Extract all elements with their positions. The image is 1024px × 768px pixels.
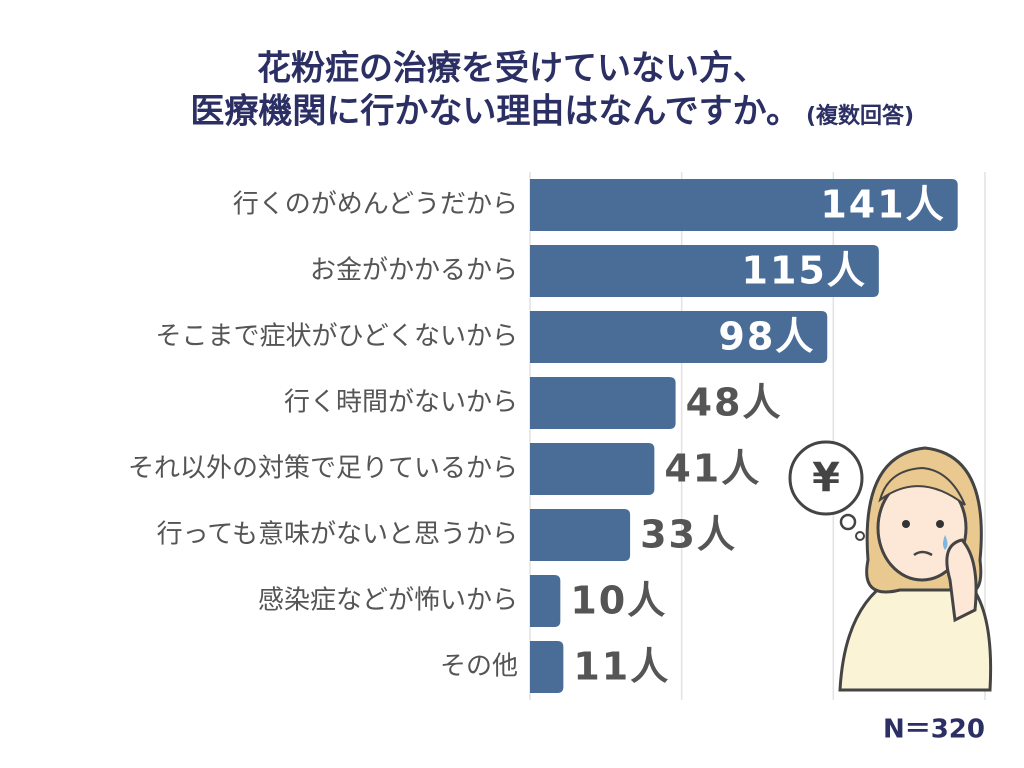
data-label: 98人: [718, 315, 815, 359]
eye: [902, 520, 910, 528]
data-label: 11人: [573, 645, 670, 689]
annotation: ¥: [812, 455, 840, 501]
eye: [936, 520, 944, 528]
data-label: 141人: [820, 183, 945, 227]
bar: [530, 641, 564, 693]
bar: [530, 311, 828, 363]
y-tick-label: 行くのがめんどうだから: [233, 190, 518, 220]
data-label: 115人: [742, 249, 867, 293]
tear: [943, 535, 948, 550]
data-label: 41人: [664, 447, 761, 491]
sample-note: N＝320: [883, 715, 985, 745]
mouth: [913, 550, 933, 557]
chart-subtitle: (複数回答): [806, 103, 914, 129]
bar: [530, 443, 655, 495]
hand: [945, 538, 978, 623]
y-tick-label: お金がかかるから: [310, 256, 518, 286]
thought-dot: [839, 513, 857, 531]
data-label: 33人: [640, 513, 737, 557]
bar: [530, 575, 561, 627]
y-tick-label: 行っても意味がないと思うから: [157, 520, 518, 550]
bar: [530, 377, 676, 429]
y-tick-label: 感染症などが怖いから: [258, 586, 518, 616]
bar: [530, 179, 958, 231]
thought-dot: [855, 531, 865, 541]
y-tick-label: そこまで症状がひどくないから: [156, 322, 518, 352]
bangs: [878, 466, 966, 506]
bar: [530, 509, 631, 561]
data-label: 10人: [570, 579, 667, 623]
illustration: [788, 440, 993, 692]
y-tick-label: 行く時間がないから: [284, 388, 518, 418]
chart-title: 医療機関に行かない理由はなんですか。: [190, 92, 800, 132]
y-tick-label: それ以外の対策で足りているから: [128, 454, 518, 484]
bar: [530, 245, 879, 297]
thought-bubble: [788, 440, 864, 516]
chart-title: 花粉症の治療を受けていない方、: [257, 49, 767, 89]
y-tick-label: その他: [440, 652, 518, 682]
data-label: 48人: [686, 381, 783, 425]
